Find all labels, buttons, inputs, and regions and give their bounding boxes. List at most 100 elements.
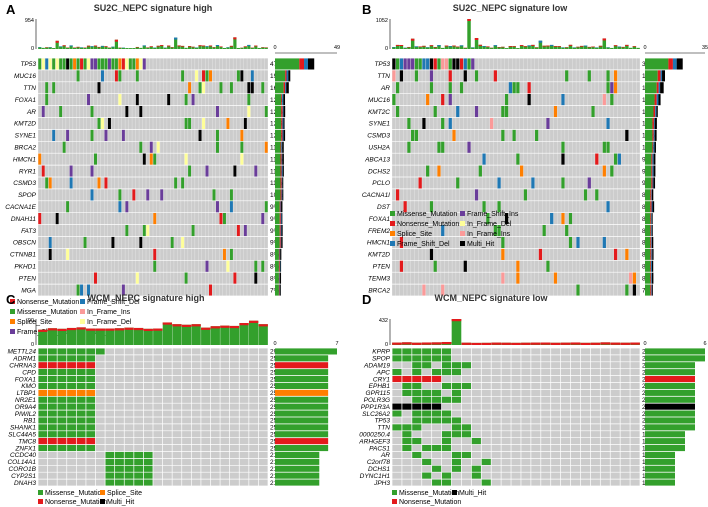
side-bar-segment: [280, 284, 281, 296]
top-bar: [83, 47, 87, 49]
mutation-cell: [118, 189, 122, 201]
mutation-cell: [205, 70, 209, 82]
side-bar-segment: [285, 70, 287, 82]
top-bar-cap: [111, 46, 115, 48]
side-bar-segment: [645, 213, 651, 225]
top-bar-cap: [414, 46, 419, 48]
side-bar-segment: [653, 129, 655, 141]
side-bar-segment: [650, 236, 652, 248]
legend-label: In_Frame_Del: [87, 319, 132, 326]
mutation-cell: [527, 82, 531, 94]
mutation-cell: [215, 201, 220, 213]
mutation-cell: [243, 117, 247, 130]
side-bar-segment: [657, 70, 661, 82]
legend-label: Nonsense_Mutation: [399, 499, 461, 506]
mutation-cell: [66, 410, 77, 417]
mutation-cell: [66, 201, 70, 213]
gene-label: RYR1: [19, 168, 36, 175]
mutation-cell: [95, 348, 105, 355]
side-bar-segment: [645, 58, 669, 70]
side-bar-segment: [645, 129, 653, 141]
mutation-cell: [184, 272, 188, 284]
mutation-cell: [62, 58, 66, 70]
mutation-cell: [45, 58, 49, 70]
gene-label: PTEN: [373, 263, 391, 270]
side-bar-segment: [283, 129, 286, 141]
mutation-cell: [47, 424, 57, 431]
top-bar-cap: [149, 46, 153, 47]
top-bar-cap: [501, 46, 505, 48]
side-bar: [275, 382, 329, 389]
gene-label: AR: [380, 85, 390, 92]
mutation-cell: [628, 272, 633, 284]
mutation-cell: [124, 465, 134, 472]
side-bar: [275, 389, 329, 396]
top-bar-cap: [247, 44, 251, 46]
top-bar: [257, 47, 261, 49]
side-bar-segment: [281, 213, 283, 225]
top-bar: [170, 47, 174, 49]
mutation-cell: [156, 141, 160, 153]
top-bar-cap: [219, 46, 223, 48]
top-bar-cap: [208, 45, 213, 47]
top-bar: [114, 39, 119, 49]
mutation-cell: [114, 458, 125, 466]
side-bar-segment: [280, 189, 282, 201]
gene-label: TTN: [377, 73, 390, 80]
top-bar-cap: [258, 324, 268, 327]
mutation-cell: [431, 444, 442, 452]
gene-label: FOXA1: [15, 376, 37, 383]
side-bar-segment: [645, 153, 652, 165]
gene-label: CPD: [22, 369, 36, 376]
mutation-cell: [240, 153, 244, 165]
side-bar-segment: [281, 106, 283, 118]
side-bar-segment: [645, 260, 651, 272]
side-bar-segment: [280, 260, 282, 272]
mutation-cell: [62, 141, 66, 153]
mutation-cell: [583, 189, 588, 201]
top-bar: [451, 319, 462, 345]
top-axis-zero-label: 0: [385, 342, 388, 348]
mutation-cell: [247, 82, 251, 94]
mutation-cell: [86, 382, 96, 390]
side-bar-segment: [278, 260, 280, 272]
mutation-cell: [86, 58, 91, 70]
mutation-cell: [104, 129, 108, 142]
mutation-cell: [402, 431, 412, 438]
mutation-cell: [441, 224, 445, 237]
mutation-cell: [105, 472, 115, 479]
top-bar-cap: [172, 324, 182, 327]
mutation-cell: [125, 201, 129, 213]
mutation-cell: [135, 93, 139, 106]
mutation-cell: [441, 437, 452, 445]
side-bar: [275, 369, 329, 376]
mutation-cell: [135, 70, 139, 82]
top-bar: [437, 45, 441, 49]
top-bar: [512, 46, 516, 49]
top-bar: [482, 46, 486, 49]
mutation-cell: [474, 70, 479, 82]
gene-label: SPOP: [18, 192, 37, 199]
mutation-cell: [565, 70, 569, 82]
mutation-cell: [240, 70, 244, 82]
legend-swatch: [460, 241, 465, 246]
top-bar-cap: [239, 323, 249, 326]
mutation-cell: [431, 410, 442, 417]
side-bar-segment: [645, 165, 652, 177]
top-bar-cap: [580, 342, 591, 345]
mutation-cell: [463, 58, 467, 70]
mutation-cell: [610, 82, 614, 94]
mutation-cell: [212, 189, 216, 201]
panel-title: SU2C_NEPC signature high: [94, 3, 213, 13]
top-bar: [636, 47, 640, 49]
mutation-cell: [463, 70, 467, 82]
top-bar: [191, 324, 201, 345]
mutation-cell: [402, 382, 412, 390]
mutation-cell: [45, 177, 49, 189]
side-axis-zero-label: 0: [643, 341, 646, 347]
gene-label: ADAM19: [363, 362, 390, 369]
top-bar-cap: [402, 342, 412, 345]
mutation-cell: [121, 129, 125, 142]
top-bar-cap: [174, 37, 178, 40]
